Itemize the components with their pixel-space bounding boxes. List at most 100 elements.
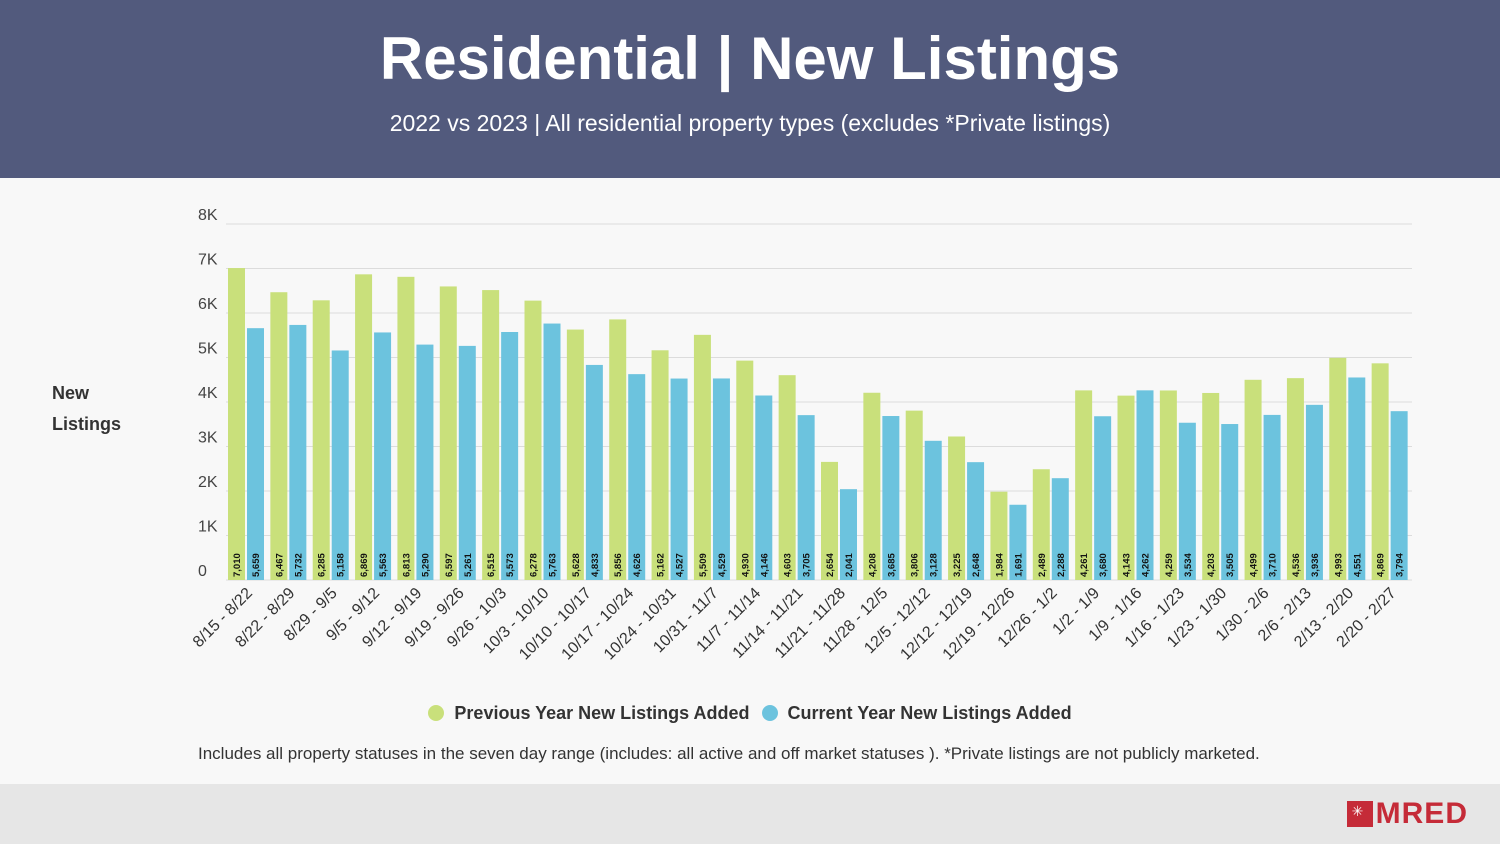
bar-previous-year [609, 319, 627, 580]
y-tick-label: 4K [198, 385, 218, 402]
data-label-current-year: 5,158 [336, 553, 347, 577]
bar-current-year [585, 364, 603, 580]
data-label-current-year: 4,262 [1141, 553, 1152, 577]
bar-current-year [1305, 404, 1323, 580]
bar-current-year [924, 440, 942, 580]
data-label-current-year: 5,563 [378, 553, 389, 577]
data-label-current-year: 3,705 [802, 553, 813, 577]
bar-previous-year [821, 461, 838, 580]
mred-logo: MRED [1346, 797, 1468, 831]
data-label-previous-year: 2,654 [825, 553, 836, 577]
data-label-previous-year: 6,597 [444, 553, 455, 577]
y-axis-title: New Listings [52, 378, 142, 440]
bar-previous-year [566, 329, 584, 580]
header-banner: Residential | New Listings 2022 vs 2023 … [0, 0, 1500, 178]
page-title: Residential | New Listings [379, 25, 1121, 92]
data-label-previous-year: 6,515 [486, 553, 497, 577]
bar-previous-year [1286, 378, 1304, 580]
data-label-previous-year: 4,993 [1333, 553, 1344, 577]
bar-previous-year [355, 274, 373, 580]
bar-current-year [289, 324, 307, 580]
bar-current-year [543, 323, 561, 580]
bar-chart: 0 1K 2K 3K 4K 5K 6K 7K 8K 7,010 6,467 6,285 6,869 6,8… [190, 207, 1412, 664]
bar-previous-year [482, 290, 500, 580]
data-label-current-year: 3,710 [1268, 553, 1279, 577]
y-tick-label: 8K [198, 207, 218, 224]
data-label-current-year: 5,763 [548, 553, 559, 577]
page-subtitle: 2022 vs 2023 | All residential property … [389, 110, 1111, 136]
legend-swatch-previous [428, 705, 445, 721]
data-label-current-year: 3,534 [1183, 553, 1194, 577]
y-tick-label: 3K [198, 430, 218, 447]
data-label-previous-year: 1,984 [994, 553, 1005, 577]
bar-current-year [501, 332, 519, 580]
bar-previous-year [948, 436, 966, 580]
y-tick-label: 0 [198, 563, 207, 580]
data-label-current-year: 4,529 [717, 553, 728, 577]
bar-current-year [416, 344, 434, 580]
bar-previous-year [1075, 390, 1093, 580]
bar-current-year [1136, 390, 1154, 580]
bar-previous-year [1371, 363, 1389, 580]
data-label-previous-year: 4,536 [1291, 553, 1302, 577]
footnote: Includes all property statuses in the se… [198, 744, 1260, 763]
data-label-previous-year: 4,603 [783, 553, 794, 577]
bar-current-year [1094, 416, 1112, 580]
bar-previous-year [1032, 469, 1050, 580]
bar-current-year [1178, 422, 1196, 580]
data-label-current-year: 5,261 [463, 553, 474, 577]
data-label-current-year: 3,680 [1098, 553, 1109, 577]
data-label-previous-year: 4,930 [740, 553, 751, 577]
logo-text: MRED [1375, 797, 1468, 830]
footer-bar [0, 784, 1500, 844]
data-label-previous-year: 4,259 [1164, 553, 1175, 577]
data-label-current-year: 4,626 [632, 553, 643, 577]
bar-current-year [1263, 414, 1281, 580]
y-tick-label: 7K [198, 252, 218, 269]
data-label-current-year: 3,505 [1225, 553, 1236, 577]
bar-previous-year [1117, 395, 1135, 580]
logo-star-icon [1346, 801, 1373, 827]
y-tick-label: 1K [198, 519, 218, 536]
bar-current-year [755, 395, 773, 580]
chart-legend: Previous Year New Listings Added Current… [0, 700, 1500, 726]
bar-current-year [1390, 411, 1408, 580]
data-label-previous-year: 7,010 [232, 553, 243, 577]
data-label-current-year: 3,685 [886, 553, 897, 577]
bar-previous-year [693, 334, 711, 580]
data-label-current-year: 5,659 [251, 553, 262, 577]
bar-previous-year [312, 300, 330, 580]
bar-current-year [712, 378, 730, 580]
data-label-previous-year: 2,489 [1037, 553, 1048, 577]
legend-swatch-current [761, 705, 778, 721]
legend-label-previous: Previous Year New Listings Added [454, 702, 750, 723]
data-label-current-year: 4,551 [1352, 553, 1363, 577]
data-label-previous-year: 4,203 [1206, 553, 1217, 577]
bar-previous-year [439, 286, 457, 580]
data-label-current-year: 4,833 [590, 553, 601, 577]
y-tick-label: 5K [198, 341, 218, 358]
data-label-previous-year: 6,813 [401, 553, 412, 577]
data-label-previous-year: 6,285 [317, 553, 328, 577]
data-label-previous-year: 5,162 [656, 553, 667, 577]
data-label-current-year: 1,691 [1013, 553, 1024, 577]
y-tick-label: 2K [198, 474, 218, 491]
bar-previous-year [1159, 390, 1177, 580]
data-label-previous-year: 3,225 [952, 553, 963, 577]
y-tick-label: 6K [198, 296, 218, 313]
bar-previous-year [736, 360, 754, 580]
bar-current-year [628, 374, 646, 580]
bar-current-year [458, 345, 476, 580]
data-label-previous-year: 4,261 [1079, 553, 1090, 577]
data-label-current-year: 4,146 [759, 553, 770, 577]
y-axis-title-line1: New [52, 383, 90, 403]
bar-previous-year [863, 392, 881, 580]
bar-previous-year [990, 491, 1008, 580]
data-label-current-year: 3,794 [1395, 553, 1406, 577]
bar-previous-year [1244, 379, 1262, 580]
data-label-current-year: 5,573 [505, 553, 516, 577]
data-label-current-year: 2,648 [971, 553, 982, 577]
bar-current-year [1051, 478, 1069, 580]
data-label-previous-year: 5,856 [613, 553, 624, 577]
bar-current-year [374, 332, 392, 580]
